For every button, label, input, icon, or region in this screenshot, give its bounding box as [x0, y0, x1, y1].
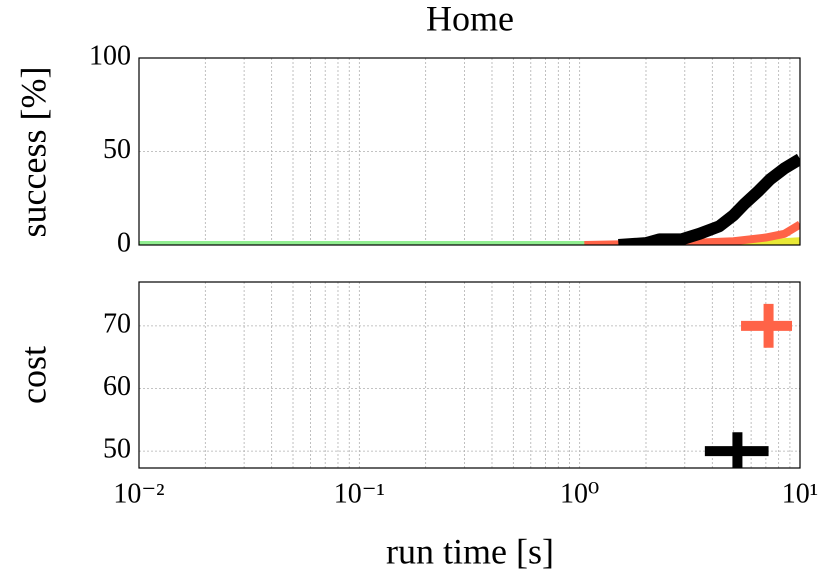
plot-area	[139, 153, 800, 245]
chart-title: Home	[426, 0, 514, 38]
y-tick-label: 0	[117, 227, 131, 258]
y-axis-label: success [%]	[13, 67, 53, 238]
x-tick-label: 10¹	[782, 478, 818, 509]
x-tick-label: 10⁰	[560, 478, 599, 509]
axes-frame	[138, 281, 801, 469]
y-tick-label: 100	[89, 40, 131, 71]
x-tick-label: 10⁻¹	[334, 478, 385, 509]
y-tick-label: 50	[103, 434, 131, 465]
x-axis-label: run time [s]	[386, 531, 554, 571]
series-line	[618, 153, 800, 245]
y-tick-label: 70	[103, 308, 131, 339]
axes-frame	[138, 57, 801, 246]
y-tick-label: 50	[103, 134, 131, 165]
x-tick-label: 10⁻²	[113, 478, 164, 509]
y-axis-label: cost	[13, 346, 53, 404]
plot-area	[704, 303, 793, 468]
y-tick-label: 60	[103, 371, 131, 402]
